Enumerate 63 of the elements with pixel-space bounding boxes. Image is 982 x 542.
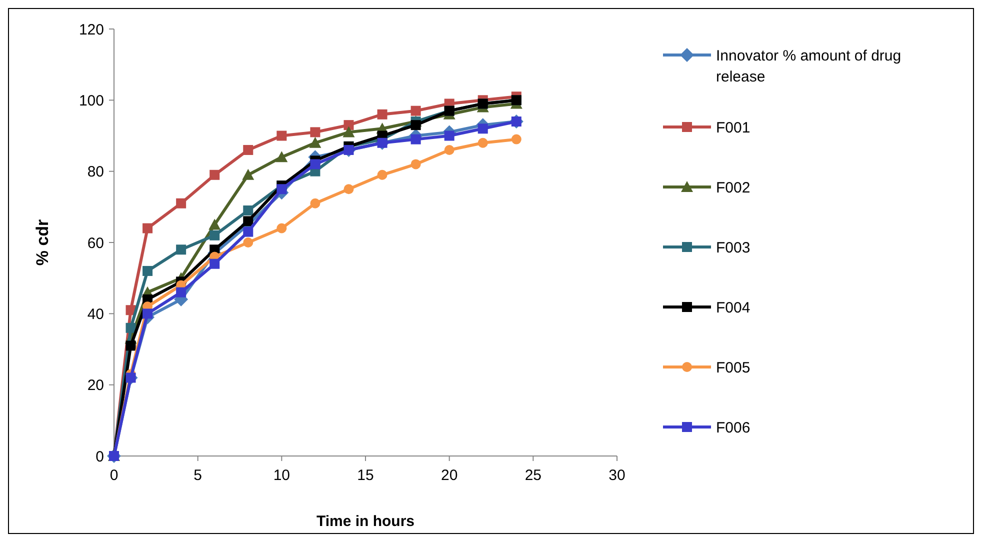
point xyxy=(126,322,136,333)
x-tick-label: 20 xyxy=(440,467,458,484)
legend-label: Innovator % amount of drug release xyxy=(716,47,902,86)
point xyxy=(210,258,220,269)
y-tick-label: 60 xyxy=(87,234,104,252)
legend-label: F006 xyxy=(716,419,750,436)
x-axis-title: Time in hours xyxy=(316,513,415,530)
point xyxy=(478,138,488,148)
point xyxy=(176,287,186,298)
point xyxy=(344,120,354,130)
point xyxy=(478,124,488,134)
point xyxy=(276,151,288,162)
point xyxy=(276,223,287,234)
point xyxy=(377,170,388,180)
x-tick-label: 15 xyxy=(357,467,374,484)
y-axis-title: % cdr xyxy=(33,218,52,266)
point xyxy=(242,168,254,180)
point xyxy=(176,198,186,208)
point xyxy=(210,230,220,240)
point xyxy=(410,159,421,170)
point xyxy=(243,205,254,216)
point xyxy=(444,144,454,155)
point xyxy=(377,109,388,120)
point xyxy=(511,134,522,144)
point xyxy=(243,226,254,237)
point xyxy=(142,308,153,319)
legend-label: F003 xyxy=(716,239,750,256)
legend-label: F002 xyxy=(716,179,750,196)
y-tick-label: 20 xyxy=(87,377,104,394)
x-tick-label: 10 xyxy=(273,467,290,484)
y-tick-label: 40 xyxy=(87,306,104,323)
point xyxy=(210,170,220,180)
point xyxy=(276,184,287,194)
point xyxy=(310,127,320,138)
point xyxy=(410,134,421,144)
point xyxy=(342,126,355,138)
x-tick-label: 0 xyxy=(110,467,118,484)
y-tick-label: 120 xyxy=(78,21,104,38)
point xyxy=(344,184,354,194)
point xyxy=(310,159,320,170)
point xyxy=(142,223,153,234)
point xyxy=(176,244,186,255)
point xyxy=(142,266,153,276)
x-tick-label: 5 xyxy=(194,467,202,484)
legend-label: F004 xyxy=(716,299,750,316)
point xyxy=(208,218,221,230)
point xyxy=(243,216,254,226)
legend-label: F001 xyxy=(716,119,750,136)
point xyxy=(444,130,454,141)
y-tick-label: 100 xyxy=(78,92,104,110)
point xyxy=(410,106,421,116)
point xyxy=(309,136,322,148)
point xyxy=(243,238,254,248)
point xyxy=(410,120,421,130)
legend-label: F005 xyxy=(716,359,750,376)
point xyxy=(126,340,136,351)
y-tick-label: 0 xyxy=(96,448,104,466)
point xyxy=(276,130,287,141)
x-tick-label: 30 xyxy=(608,467,626,484)
point xyxy=(243,144,254,155)
y-tick-label: 80 xyxy=(87,164,104,181)
point xyxy=(310,198,320,208)
x-tick-label: 25 xyxy=(524,467,542,484)
